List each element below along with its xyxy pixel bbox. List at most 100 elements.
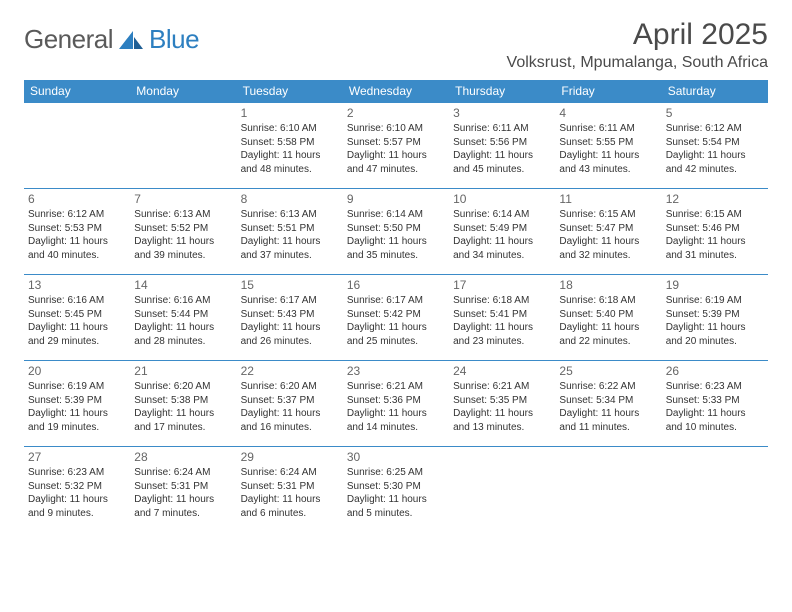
sunrise-line: Sunrise: 6:14 AM bbox=[347, 208, 445, 222]
sunrise-line: Sunrise: 6:10 AM bbox=[347, 122, 445, 136]
calendar-cell: 7Sunrise: 6:13 AMSunset: 5:52 PMDaylight… bbox=[130, 189, 236, 275]
daylight-line: Daylight: 11 hours and 13 minutes. bbox=[453, 407, 551, 434]
sunset-line: Sunset: 5:50 PM bbox=[347, 222, 445, 236]
day-number: 27 bbox=[28, 449, 126, 465]
day-number: 10 bbox=[453, 191, 551, 207]
calendar-cell: 2Sunrise: 6:10 AMSunset: 5:57 PMDaylight… bbox=[343, 103, 449, 189]
sunrise-line: Sunrise: 6:25 AM bbox=[347, 466, 445, 480]
title-block: April 2025 Volksrust, Mpumalanga, South … bbox=[507, 18, 768, 72]
sunrise-line: Sunrise: 6:19 AM bbox=[28, 380, 126, 394]
sunrise-line: Sunrise: 6:11 AM bbox=[453, 122, 551, 136]
sunset-line: Sunset: 5:32 PM bbox=[28, 480, 126, 494]
calendar-cell: 19Sunrise: 6:19 AMSunset: 5:39 PMDayligh… bbox=[662, 275, 768, 361]
calendar-cell: 11Sunrise: 6:15 AMSunset: 5:47 PMDayligh… bbox=[555, 189, 661, 275]
sunset-line: Sunset: 5:42 PM bbox=[347, 308, 445, 322]
sunrise-line: Sunrise: 6:16 AM bbox=[28, 294, 126, 308]
day-number: 5 bbox=[666, 105, 764, 121]
day-header: Wednesday bbox=[343, 80, 449, 103]
sunset-line: Sunset: 5:30 PM bbox=[347, 480, 445, 494]
day-number: 15 bbox=[241, 277, 339, 293]
sunset-line: Sunset: 5:53 PM bbox=[28, 222, 126, 236]
calendar-cell: 4Sunrise: 6:11 AMSunset: 5:55 PMDaylight… bbox=[555, 103, 661, 189]
day-header: Thursday bbox=[449, 80, 555, 103]
day-header: Tuesday bbox=[237, 80, 343, 103]
sunrise-line: Sunrise: 6:11 AM bbox=[559, 122, 657, 136]
sunrise-line: Sunrise: 6:18 AM bbox=[559, 294, 657, 308]
daylight-line: Daylight: 11 hours and 47 minutes. bbox=[347, 149, 445, 176]
day-number: 1 bbox=[241, 105, 339, 121]
day-number: 20 bbox=[28, 363, 126, 379]
sunset-line: Sunset: 5:54 PM bbox=[666, 136, 764, 150]
daylight-line: Daylight: 11 hours and 6 minutes. bbox=[241, 493, 339, 520]
calendar-row: 13Sunrise: 6:16 AMSunset: 5:45 PMDayligh… bbox=[24, 275, 768, 361]
day-number: 3 bbox=[453, 105, 551, 121]
sunset-line: Sunset: 5:39 PM bbox=[28, 394, 126, 408]
calendar-cell: 21Sunrise: 6:20 AMSunset: 5:38 PMDayligh… bbox=[130, 361, 236, 447]
sunset-line: Sunset: 5:38 PM bbox=[134, 394, 232, 408]
day-number: 8 bbox=[241, 191, 339, 207]
sunset-line: Sunset: 5:56 PM bbox=[453, 136, 551, 150]
day-number: 29 bbox=[241, 449, 339, 465]
sunrise-line: Sunrise: 6:15 AM bbox=[666, 208, 764, 222]
sunrise-line: Sunrise: 6:16 AM bbox=[134, 294, 232, 308]
logo-text-blue: Blue bbox=[149, 24, 199, 55]
sunrise-line: Sunrise: 6:23 AM bbox=[666, 380, 764, 394]
sunrise-line: Sunrise: 6:14 AM bbox=[453, 208, 551, 222]
daylight-line: Daylight: 11 hours and 25 minutes. bbox=[347, 321, 445, 348]
sunrise-line: Sunrise: 6:19 AM bbox=[666, 294, 764, 308]
sunrise-line: Sunrise: 6:20 AM bbox=[134, 380, 232, 394]
daylight-line: Daylight: 11 hours and 19 minutes. bbox=[28, 407, 126, 434]
sunset-line: Sunset: 5:51 PM bbox=[241, 222, 339, 236]
calendar-cell: 10Sunrise: 6:14 AMSunset: 5:49 PMDayligh… bbox=[449, 189, 555, 275]
calendar-cell: 29Sunrise: 6:24 AMSunset: 5:31 PMDayligh… bbox=[237, 447, 343, 531]
daylight-line: Daylight: 11 hours and 5 minutes. bbox=[347, 493, 445, 520]
sunset-line: Sunset: 5:43 PM bbox=[241, 308, 339, 322]
calendar-cell-empty bbox=[24, 103, 130, 189]
sunset-line: Sunset: 5:45 PM bbox=[28, 308, 126, 322]
sunset-line: Sunset: 5:47 PM bbox=[559, 222, 657, 236]
sunrise-line: Sunrise: 6:21 AM bbox=[347, 380, 445, 394]
sunrise-line: Sunrise: 6:15 AM bbox=[559, 208, 657, 222]
sunset-line: Sunset: 5:57 PM bbox=[347, 136, 445, 150]
sunset-line: Sunset: 5:33 PM bbox=[666, 394, 764, 408]
calendar-cell: 24Sunrise: 6:21 AMSunset: 5:35 PMDayligh… bbox=[449, 361, 555, 447]
day-number: 24 bbox=[453, 363, 551, 379]
sunrise-line: Sunrise: 6:23 AM bbox=[28, 466, 126, 480]
daylight-line: Daylight: 11 hours and 42 minutes. bbox=[666, 149, 764, 176]
sunset-line: Sunset: 5:36 PM bbox=[347, 394, 445, 408]
calendar-cell-empty bbox=[662, 447, 768, 531]
calendar-cell: 23Sunrise: 6:21 AMSunset: 5:36 PMDayligh… bbox=[343, 361, 449, 447]
day-number: 18 bbox=[559, 277, 657, 293]
daylight-line: Daylight: 11 hours and 40 minutes. bbox=[28, 235, 126, 262]
calendar-cell: 6Sunrise: 6:12 AMSunset: 5:53 PMDaylight… bbox=[24, 189, 130, 275]
sunrise-line: Sunrise: 6:18 AM bbox=[453, 294, 551, 308]
day-number: 9 bbox=[347, 191, 445, 207]
daylight-line: Daylight: 11 hours and 11 minutes. bbox=[559, 407, 657, 434]
day-header: Saturday bbox=[662, 80, 768, 103]
sunrise-line: Sunrise: 6:24 AM bbox=[134, 466, 232, 480]
day-number: 4 bbox=[559, 105, 657, 121]
daylight-line: Daylight: 11 hours and 35 minutes. bbox=[347, 235, 445, 262]
sunset-line: Sunset: 5:35 PM bbox=[453, 394, 551, 408]
calendar-cell: 22Sunrise: 6:20 AMSunset: 5:37 PMDayligh… bbox=[237, 361, 343, 447]
calendar-cell: 20Sunrise: 6:19 AMSunset: 5:39 PMDayligh… bbox=[24, 361, 130, 447]
day-header: Friday bbox=[555, 80, 661, 103]
daylight-line: Daylight: 11 hours and 48 minutes. bbox=[241, 149, 339, 176]
sunrise-line: Sunrise: 6:12 AM bbox=[666, 122, 764, 136]
day-number: 7 bbox=[134, 191, 232, 207]
day-header: Monday bbox=[130, 80, 236, 103]
day-number: 21 bbox=[134, 363, 232, 379]
calendar-cell: 5Sunrise: 6:12 AMSunset: 5:54 PMDaylight… bbox=[662, 103, 768, 189]
day-number: 13 bbox=[28, 277, 126, 293]
calendar-cell: 15Sunrise: 6:17 AMSunset: 5:43 PMDayligh… bbox=[237, 275, 343, 361]
calendar-cell: 26Sunrise: 6:23 AMSunset: 5:33 PMDayligh… bbox=[662, 361, 768, 447]
daylight-line: Daylight: 11 hours and 31 minutes. bbox=[666, 235, 764, 262]
sunset-line: Sunset: 5:31 PM bbox=[134, 480, 232, 494]
calendar-cell: 13Sunrise: 6:16 AMSunset: 5:45 PMDayligh… bbox=[24, 275, 130, 361]
sunrise-line: Sunrise: 6:17 AM bbox=[347, 294, 445, 308]
day-number: 17 bbox=[453, 277, 551, 293]
daylight-line: Daylight: 11 hours and 20 minutes. bbox=[666, 321, 764, 348]
daylight-line: Daylight: 11 hours and 17 minutes. bbox=[134, 407, 232, 434]
daylight-line: Daylight: 11 hours and 39 minutes. bbox=[134, 235, 232, 262]
location: Volksrust, Mpumalanga, South Africa bbox=[507, 54, 768, 72]
